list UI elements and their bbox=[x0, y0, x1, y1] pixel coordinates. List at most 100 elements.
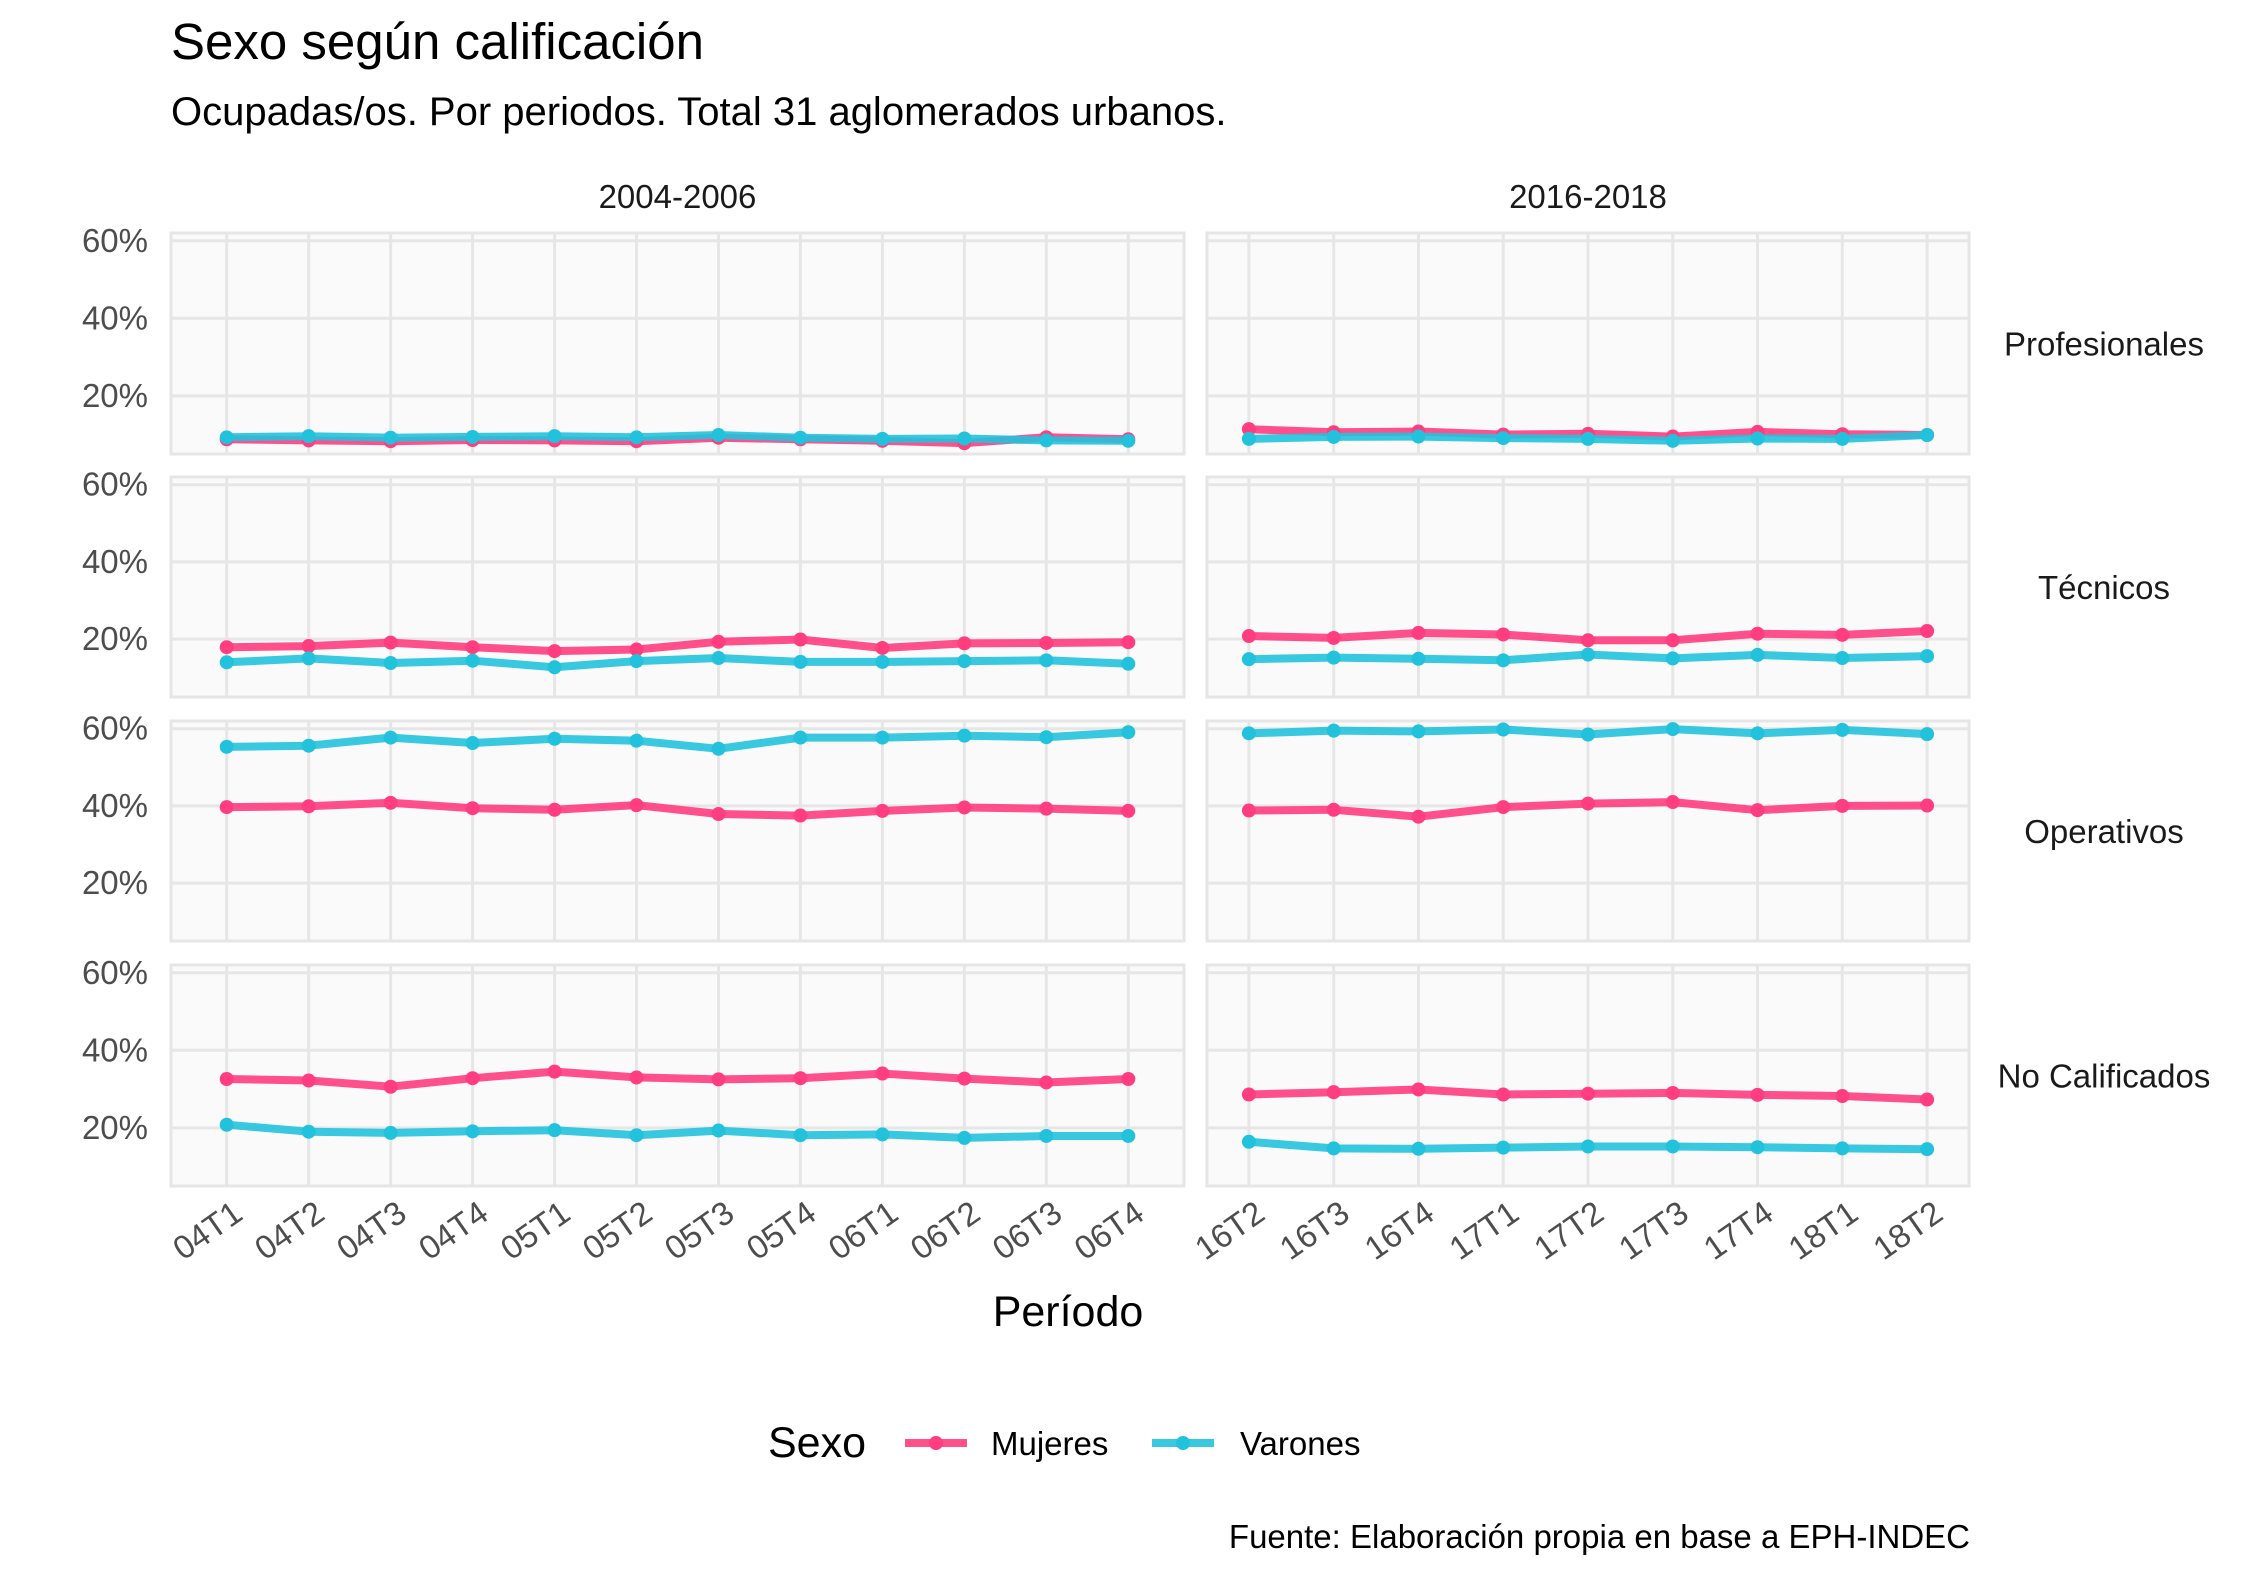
data-point-mujeres bbox=[465, 801, 480, 816]
data-point-mujeres bbox=[1496, 627, 1511, 642]
data-point-varones bbox=[1835, 651, 1850, 666]
data-point-varones bbox=[301, 738, 316, 753]
x-tick-label: 06T3 bbox=[986, 1193, 1069, 1266]
data-point-varones bbox=[711, 1123, 726, 1138]
data-point-mujeres bbox=[1581, 1086, 1595, 1101]
data-point-varones bbox=[301, 429, 316, 444]
data-point-varones bbox=[1411, 724, 1426, 739]
y-tick-label: 40% bbox=[82, 787, 148, 824]
data-point-varones bbox=[219, 430, 234, 445]
series-line-varones bbox=[226, 728, 1129, 753]
data-point-mujeres bbox=[1581, 796, 1595, 811]
data-point-mujeres bbox=[465, 640, 480, 655]
data-point-varones bbox=[1750, 431, 1765, 446]
x-tick-label: 04T3 bbox=[330, 1193, 413, 1266]
data-point-varones bbox=[1326, 650, 1341, 665]
data-point-varones bbox=[1920, 649, 1935, 664]
data-point-varones bbox=[629, 654, 644, 669]
data-point-varones bbox=[711, 741, 726, 756]
data-point-mujeres bbox=[1581, 633, 1595, 648]
x-tick-label: 05T4 bbox=[740, 1193, 823, 1266]
data-point-varones bbox=[1411, 429, 1426, 444]
data-point-mujeres bbox=[219, 640, 234, 655]
data-point-varones bbox=[1039, 1128, 1054, 1143]
data-point-varones bbox=[465, 736, 480, 750]
panel-operativos-2016-2018 bbox=[1205, 719, 1971, 943]
data-point-mujeres bbox=[1121, 1071, 1136, 1086]
data-point-mujeres bbox=[383, 795, 398, 810]
data-point-varones bbox=[383, 656, 398, 671]
x-tick-label: 06T4 bbox=[1067, 1193, 1150, 1266]
data-point-mujeres bbox=[1665, 795, 1680, 810]
data-point-mujeres bbox=[383, 1079, 398, 1094]
data-point-varones bbox=[1750, 1140, 1765, 1155]
x-axis-title: Período bbox=[993, 1288, 1144, 1336]
panel-profesionales-2016-2018 bbox=[1205, 231, 1971, 456]
data-point-varones bbox=[465, 429, 480, 444]
data-point-varones bbox=[219, 739, 234, 754]
legend-key-point-varones bbox=[1176, 1436, 1190, 1450]
chart-subtitle: Ocupadas/os. Por periodos. Total 31 aglo… bbox=[171, 90, 1226, 134]
chart-title: Sexo según calificación bbox=[171, 13, 704, 70]
strip-label-operativos: Operativos bbox=[2024, 813, 2184, 850]
data-point-varones bbox=[547, 660, 562, 675]
data-point-varones bbox=[1665, 433, 1680, 448]
panel-operativos-2004-2006 bbox=[169, 719, 1186, 943]
series-line-mujeres bbox=[226, 798, 1129, 820]
data-point-varones bbox=[1835, 1141, 1850, 1156]
data-point-mujeres bbox=[547, 802, 562, 817]
legend-title: Sexo bbox=[768, 1419, 866, 1467]
data-point-varones bbox=[1750, 726, 1765, 741]
data-point-varones bbox=[219, 655, 234, 670]
series-line-mujeres bbox=[226, 635, 1129, 656]
y-tick-label: 40% bbox=[82, 1031, 148, 1068]
legend: Sexo Mujeres Varones bbox=[768, 1419, 1360, 1467]
data-point-varones bbox=[1835, 431, 1850, 446]
data-point-varones bbox=[1581, 647, 1595, 662]
data-point-mujeres bbox=[875, 803, 890, 818]
panel-profesionales-2004-2006 bbox=[169, 231, 1186, 456]
x-tick-label: 05T2 bbox=[576, 1193, 659, 1266]
x-tick-label: 04T1 bbox=[166, 1193, 249, 1266]
x-tick-label: 18T2 bbox=[1866, 1193, 1949, 1266]
data-point-varones bbox=[1665, 651, 1680, 666]
y-tick-label: 60% bbox=[82, 466, 148, 503]
data-point-mujeres bbox=[1835, 798, 1850, 813]
strip-label-2004-2006: 2004-2006 bbox=[599, 178, 757, 215]
data-point-varones bbox=[301, 1124, 316, 1139]
data-point-mujeres bbox=[1835, 627, 1850, 642]
data-point-varones bbox=[219, 1117, 234, 1132]
data-point-varones bbox=[1581, 1139, 1595, 1154]
data-point-mujeres bbox=[1496, 800, 1511, 815]
data-point-mujeres bbox=[1241, 422, 1256, 437]
x-tick-label: 16T2 bbox=[1188, 1193, 1271, 1266]
data-point-mujeres bbox=[957, 1071, 972, 1086]
data-point-varones bbox=[547, 731, 562, 746]
data-point-varones bbox=[465, 1124, 480, 1139]
x-tick-label: 05T3 bbox=[658, 1193, 741, 1266]
x-tick-label: 05T1 bbox=[494, 1193, 577, 1266]
series-line-varones bbox=[226, 1120, 1129, 1142]
data-point-varones bbox=[1241, 726, 1256, 741]
data-point-mujeres bbox=[219, 1071, 234, 1086]
x-tick-label: 04T2 bbox=[248, 1193, 331, 1266]
data-point-mujeres bbox=[957, 800, 972, 815]
data-point-mujeres bbox=[1411, 809, 1426, 824]
data-point-mujeres bbox=[1241, 803, 1256, 818]
x-tick-label: 06T1 bbox=[822, 1193, 905, 1266]
strip-label-t-cnicos: Técnicos bbox=[2038, 569, 2170, 606]
x-tick-label: 04T4 bbox=[412, 1193, 495, 1266]
data-point-mujeres bbox=[547, 1064, 562, 1079]
data-point-varones bbox=[383, 1125, 398, 1140]
data-point-varones bbox=[465, 653, 480, 668]
data-point-mujeres bbox=[1920, 624, 1935, 638]
y-tick-label: 20% bbox=[82, 377, 148, 414]
data-point-varones bbox=[1750, 647, 1765, 662]
data-point-varones bbox=[629, 733, 644, 748]
panel-background bbox=[169, 719, 1186, 943]
x-tick-label: 18T1 bbox=[1781, 1193, 1864, 1266]
data-point-varones bbox=[547, 1123, 562, 1138]
data-point-varones bbox=[1665, 722, 1680, 737]
data-point-varones bbox=[1241, 1134, 1256, 1149]
